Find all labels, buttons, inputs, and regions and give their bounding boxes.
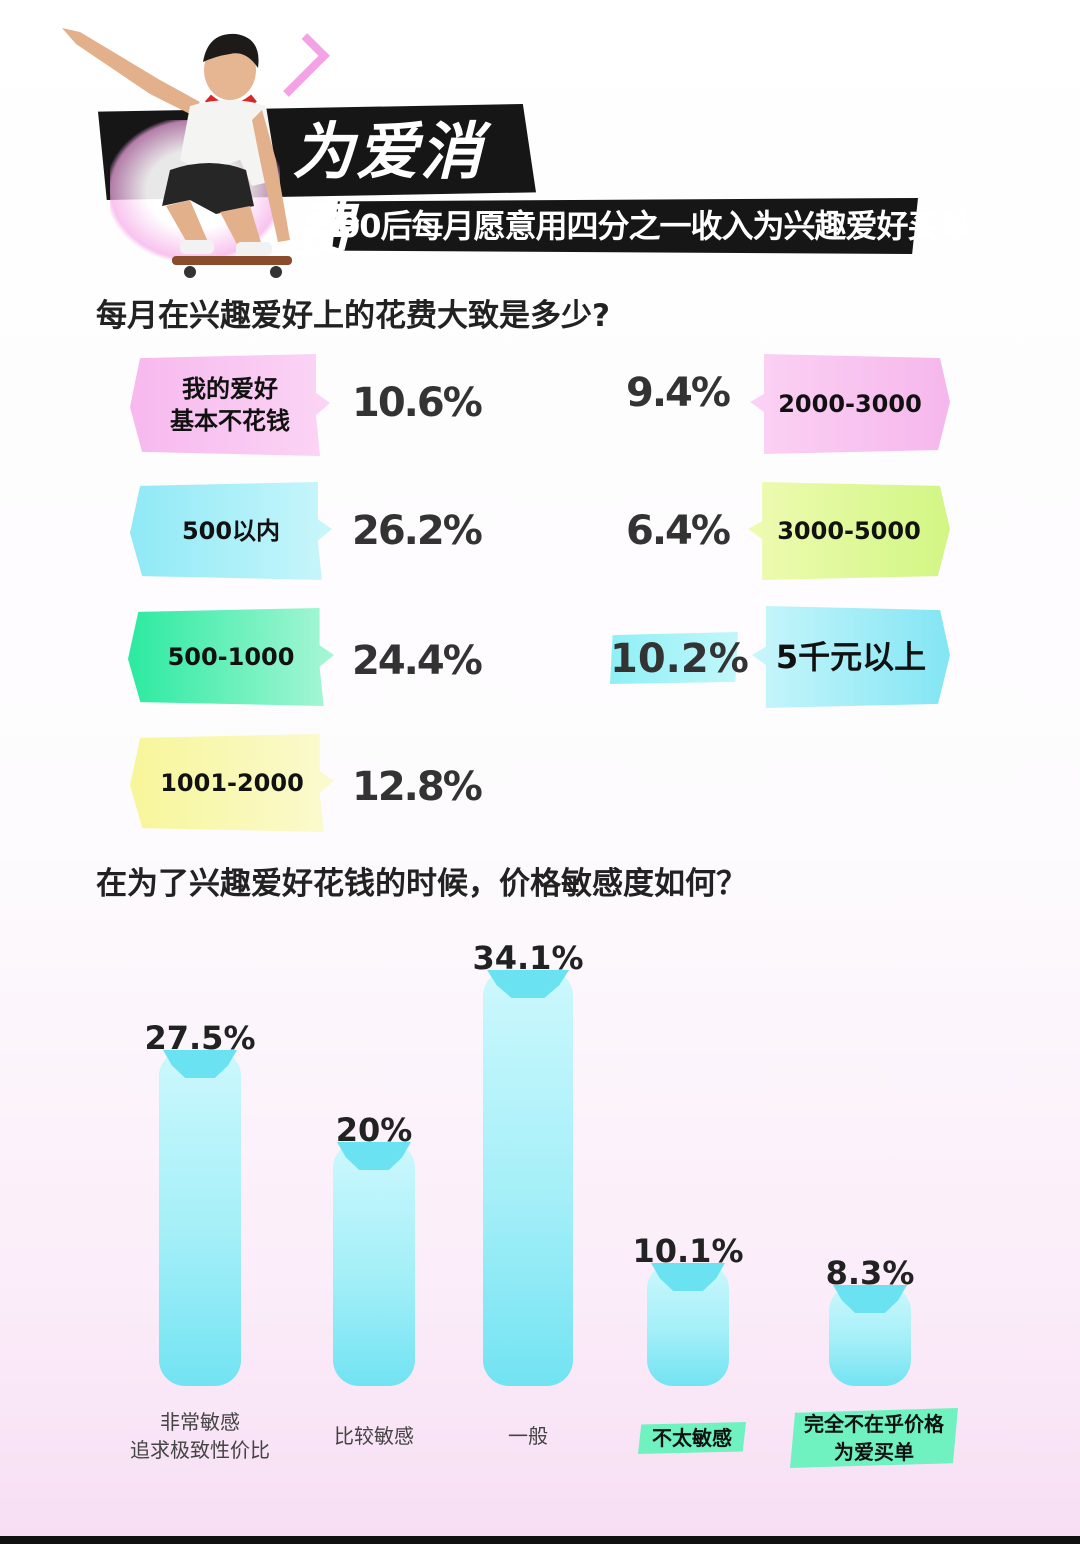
spending-value-3000-5000: 6.4% — [626, 508, 731, 554]
spending-value-500-1000: 24.4% — [352, 638, 483, 684]
category-label-1: 非常敏感追求极致性价比 — [105, 1408, 295, 1464]
page-subtitle: 00后每月愿意用四分之一收入为兴趣爱好买单 — [338, 207, 971, 245]
spending-tag-3000-5000: 3000-5000 — [748, 482, 950, 580]
bar-value-label-4: 10.1% — [632, 1232, 744, 1270]
category-label-line: 完全不在乎价格 — [804, 1412, 944, 1436]
bar-3 — [483, 970, 573, 1386]
category-label-line: 一般 — [508, 1424, 548, 1448]
category-label-4: 不太敏感 — [638, 1422, 746, 1454]
spending-tag-5000-plus: 5千元以上 — [752, 606, 950, 708]
category-label-line: 比较敏感 — [334, 1424, 414, 1448]
spending-tag-2000-3000: 2000-3000 — [750, 354, 950, 454]
subtitle-banner — [332, 198, 918, 254]
spending-value-2000-3000: 9.4% — [626, 370, 731, 416]
category-label-line: 不太敏感 — [652, 1426, 732, 1450]
bar-value-label-5: 8.3% — [825, 1254, 915, 1292]
value-highlight — [610, 632, 738, 684]
category-label-line: 非常敏感 — [160, 1410, 240, 1434]
category-label-line: 追求极致性价比 — [130, 1438, 270, 1462]
spending-value-under-500: 26.2% — [352, 508, 483, 554]
spending-tag-free-line1: 我的爱好 — [182, 375, 278, 403]
bar-2 — [333, 1142, 415, 1386]
spending-tag-free: 我的爱好 基本不花钱 — [130, 354, 330, 456]
category-label-3: 一般 — [433, 1422, 623, 1450]
bar-value-label-2: 20% — [335, 1111, 413, 1149]
spending-value-5000-plus: 10.2% — [610, 636, 749, 682]
skateboarder-photo — [62, 28, 292, 278]
spending-tag-under-500: 500以内 — [130, 482, 332, 580]
spending-question: 每月在兴趣爱好上的花费大致是多少? — [96, 298, 610, 334]
bottom-border — [0, 1536, 1080, 1544]
sensitivity-bar-chart: 27.5% 非常敏感追求极致性价比 20% 比较敏感 34.1% 一般 10.1% 不太敏感 8… — [0, 939, 1080, 1500]
spending-tag-500-1000: 500-1000 — [128, 608, 334, 706]
spending-value-free: 10.6% — [352, 380, 483, 426]
category-label-line: 为爱买单 — [834, 1440, 914, 1464]
bar-1 — [159, 1050, 241, 1386]
spending-value-1001-2000: 12.8% — [352, 764, 483, 810]
category-label-2: 比较敏感 — [279, 1422, 469, 1450]
spending-tag-free-line2: 基本不花钱 — [170, 407, 290, 435]
category-label-5: 完全不在乎价格 为爱买单 — [790, 1408, 958, 1468]
bar-value-label-1: 27.5% — [144, 1019, 256, 1057]
bar-value-label-3: 34.1% — [472, 939, 584, 977]
page-title: 为爱消费 — [292, 115, 485, 268]
sensitivity-question: 在为了兴趣爱好花钱的时候，价格敏感度如何？ — [96, 866, 747, 902]
spending-tag-1001-2000: 1001-2000 — [130, 734, 334, 832]
